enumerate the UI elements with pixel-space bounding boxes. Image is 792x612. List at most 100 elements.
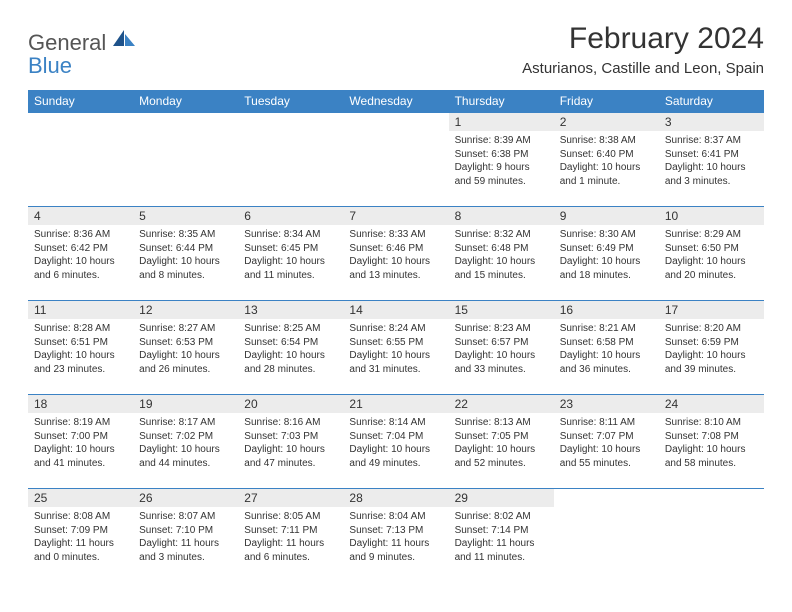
day-number: 24: [659, 395, 764, 413]
sunrise-line: Sunrise: 8:29 AM: [665, 228, 758, 242]
calendar-cell: 18Sunrise: 8:19 AMSunset: 7:00 PMDayligh…: [28, 395, 133, 489]
day-content: Sunrise: 8:28 AMSunset: 6:51 PMDaylight:…: [28, 319, 133, 379]
day-number: 9: [554, 207, 659, 225]
calendar-cell: 12Sunrise: 8:27 AMSunset: 6:53 PMDayligh…: [133, 301, 238, 395]
calendar-cell: 14Sunrise: 8:24 AMSunset: 6:55 PMDayligh…: [343, 301, 448, 395]
day-content: Sunrise: 8:14 AMSunset: 7:04 PMDaylight:…: [343, 413, 448, 473]
calendar-cell: 9Sunrise: 8:30 AMSunset: 6:49 PMDaylight…: [554, 207, 659, 301]
calendar-cell: 27Sunrise: 8:05 AMSunset: 7:11 PMDayligh…: [238, 489, 343, 583]
calendar-cell: 7Sunrise: 8:33 AMSunset: 6:46 PMDaylight…: [343, 207, 448, 301]
sunset-line: Sunset: 6:54 PM: [244, 336, 337, 350]
calendar-row: 25Sunrise: 8:08 AMSunset: 7:09 PMDayligh…: [28, 489, 764, 583]
daylight-line: Daylight: 10 hours and 3 minutes.: [665, 161, 758, 188]
sunrise-line: Sunrise: 8:20 AM: [665, 322, 758, 336]
calendar-body: 1Sunrise: 8:39 AMSunset: 6:38 PMDaylight…: [28, 113, 764, 583]
sunset-line: Sunset: 7:11 PM: [244, 524, 337, 538]
sunset-line: Sunset: 7:04 PM: [349, 430, 442, 444]
day-content: Sunrise: 8:05 AMSunset: 7:11 PMDaylight:…: [238, 507, 343, 567]
sunrise-line: Sunrise: 8:07 AM: [139, 510, 232, 524]
sunrise-line: Sunrise: 8:10 AM: [665, 416, 758, 430]
daylight-line: Daylight: 10 hours and 31 minutes.: [349, 349, 442, 376]
dayname-header: Monday: [133, 90, 238, 113]
day-number: 4: [28, 207, 133, 225]
sunrise-line: Sunrise: 8:37 AM: [665, 134, 758, 148]
daylight-line: Daylight: 10 hours and 28 minutes.: [244, 349, 337, 376]
day-number: 2: [554, 113, 659, 131]
daylight-line: Daylight: 10 hours and 23 minutes.: [34, 349, 127, 376]
day-number: 13: [238, 301, 343, 319]
day-content: Sunrise: 8:27 AMSunset: 6:53 PMDaylight:…: [133, 319, 238, 379]
day-content: Sunrise: 8:16 AMSunset: 7:03 PMDaylight:…: [238, 413, 343, 473]
daylight-line: Daylight: 9 hours and 59 minutes.: [455, 161, 548, 188]
day-content: Sunrise: 8:36 AMSunset: 6:42 PMDaylight:…: [28, 225, 133, 285]
sunrise-line: Sunrise: 8:11 AM: [560, 416, 653, 430]
calendar-cell: [343, 113, 448, 207]
calendar-cell: 6Sunrise: 8:34 AMSunset: 6:45 PMDaylight…: [238, 207, 343, 301]
sunset-line: Sunset: 6:42 PM: [34, 242, 127, 256]
day-content: Sunrise: 8:38 AMSunset: 6:40 PMDaylight:…: [554, 131, 659, 191]
daylight-line: Daylight: 10 hours and 20 minutes.: [665, 255, 758, 282]
sunrise-line: Sunrise: 8:36 AM: [34, 228, 127, 242]
calendar-cell: 25Sunrise: 8:08 AMSunset: 7:09 PMDayligh…: [28, 489, 133, 583]
day-content: Sunrise: 8:32 AMSunset: 6:48 PMDaylight:…: [449, 225, 554, 285]
calendar-cell: [238, 113, 343, 207]
calendar-cell: [659, 489, 764, 583]
day-number: 21: [343, 395, 448, 413]
day-content: Sunrise: 8:13 AMSunset: 7:05 PMDaylight:…: [449, 413, 554, 473]
calendar-cell: 2Sunrise: 8:38 AMSunset: 6:40 PMDaylight…: [554, 113, 659, 207]
day-content: Sunrise: 8:37 AMSunset: 6:41 PMDaylight:…: [659, 131, 764, 191]
sunrise-line: Sunrise: 8:32 AM: [455, 228, 548, 242]
dayname-header: Thursday: [449, 90, 554, 113]
daylight-line: Daylight: 10 hours and 1 minute.: [560, 161, 653, 188]
day-number: 1: [449, 113, 554, 131]
sunrise-line: Sunrise: 8:34 AM: [244, 228, 337, 242]
calendar-row: 1Sunrise: 8:39 AMSunset: 6:38 PMDaylight…: [28, 113, 764, 207]
logo: General Blue: [28, 30, 135, 78]
sunset-line: Sunset: 7:09 PM: [34, 524, 127, 538]
sunset-line: Sunset: 7:13 PM: [349, 524, 442, 538]
dayname-header: Wednesday: [343, 90, 448, 113]
sunset-line: Sunset: 7:07 PM: [560, 430, 653, 444]
day-number: 16: [554, 301, 659, 319]
sunset-line: Sunset: 7:00 PM: [34, 430, 127, 444]
sunrise-line: Sunrise: 8:35 AM: [139, 228, 232, 242]
month-title: February 2024: [522, 22, 764, 56]
daylight-line: Daylight: 10 hours and 18 minutes.: [560, 255, 653, 282]
sunset-line: Sunset: 6:38 PM: [455, 148, 548, 162]
day-content: Sunrise: 8:08 AMSunset: 7:09 PMDaylight:…: [28, 507, 133, 567]
sunrise-line: Sunrise: 8:02 AM: [455, 510, 548, 524]
sunset-line: Sunset: 6:50 PM: [665, 242, 758, 256]
day-number: 19: [133, 395, 238, 413]
sunset-line: Sunset: 6:44 PM: [139, 242, 232, 256]
sunset-line: Sunset: 6:49 PM: [560, 242, 653, 256]
calendar-cell: 29Sunrise: 8:02 AMSunset: 7:14 PMDayligh…: [449, 489, 554, 583]
day-content: Sunrise: 8:10 AMSunset: 7:08 PMDaylight:…: [659, 413, 764, 473]
calendar-table: SundayMondayTuesdayWednesdayThursdayFrid…: [28, 90, 764, 583]
sunrise-line: Sunrise: 8:39 AM: [455, 134, 548, 148]
daylight-line: Daylight: 10 hours and 26 minutes.: [139, 349, 232, 376]
day-content: Sunrise: 8:17 AMSunset: 7:02 PMDaylight:…: [133, 413, 238, 473]
day-content: Sunrise: 8:29 AMSunset: 6:50 PMDaylight:…: [659, 225, 764, 285]
sunset-line: Sunset: 7:05 PM: [455, 430, 548, 444]
day-content: Sunrise: 8:30 AMSunset: 6:49 PMDaylight:…: [554, 225, 659, 285]
daylight-line: Daylight: 10 hours and 44 minutes.: [139, 443, 232, 470]
day-number: 23: [554, 395, 659, 413]
sunset-line: Sunset: 7:02 PM: [139, 430, 232, 444]
sunrise-line: Sunrise: 8:25 AM: [244, 322, 337, 336]
dayname-header: Tuesday: [238, 90, 343, 113]
daylight-line: Daylight: 10 hours and 47 minutes.: [244, 443, 337, 470]
calendar-cell: 19Sunrise: 8:17 AMSunset: 7:02 PMDayligh…: [133, 395, 238, 489]
header: General Blue February 2024 Asturianos, C…: [28, 22, 764, 78]
sunset-line: Sunset: 6:40 PM: [560, 148, 653, 162]
calendar-cell: 1 Sunrise: 8:39 AMSunset: 6:38 PMDaylight…: [449, 113, 554, 207]
calendar-cell: [28, 113, 133, 207]
calendar-cell: 16Sunrise: 8:21 AMSunset: 6:58 PMDayligh…: [554, 301, 659, 395]
sunrise-line: Sunrise: 8:27 AM: [139, 322, 232, 336]
day-number: 25: [28, 489, 133, 507]
calendar-head: SundayMondayTuesdayWednesdayThursdayFrid…: [28, 90, 764, 113]
sunrise-line: Sunrise: 8:24 AM: [349, 322, 442, 336]
dayname-header: Sunday: [28, 90, 133, 113]
daylight-line: Daylight: 10 hours and 8 minutes.: [139, 255, 232, 282]
daylight-line: Daylight: 11 hours and 3 minutes.: [139, 537, 232, 564]
calendar-row: 11Sunrise: 8:28 AMSunset: 6:51 PMDayligh…: [28, 301, 764, 395]
